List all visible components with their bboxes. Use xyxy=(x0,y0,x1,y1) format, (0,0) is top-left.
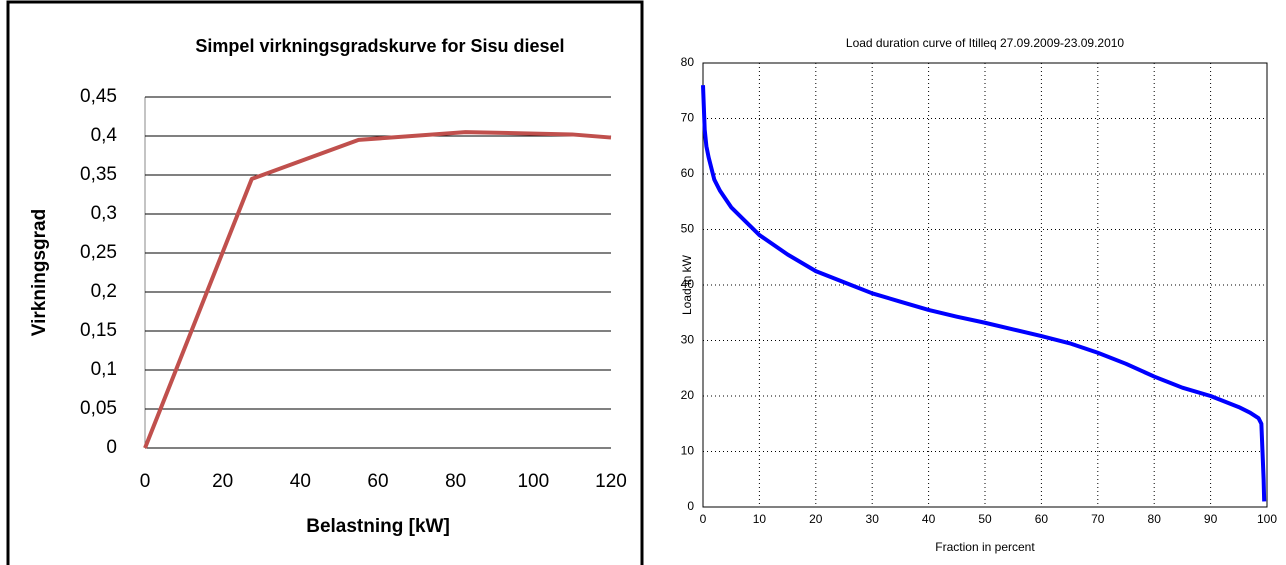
x-tick-label: 80 xyxy=(445,471,466,492)
y-tick-label: 60 xyxy=(681,166,695,180)
x-tick-label: 0 xyxy=(140,471,151,492)
y-tick-label: 0,15 xyxy=(80,320,117,341)
chart-frame xyxy=(6,0,644,565)
x-tick-label: 100 xyxy=(517,471,549,492)
y-axis-label: Load in kW xyxy=(680,254,694,315)
x-axis-label: Belastning [kW] xyxy=(306,516,450,537)
x-tick-label: 60 xyxy=(1035,512,1049,526)
y-tick-label: 70 xyxy=(681,111,695,125)
y-axis-label: Virkningsgrad xyxy=(29,209,50,336)
y-tick-label: 0 xyxy=(106,437,117,458)
y-tick-label: 30 xyxy=(681,333,695,347)
y-tick-label: 0 xyxy=(687,499,694,513)
chart-title: Simpel virkningsgradskurve for Sisu dies… xyxy=(195,36,564,56)
x-tick-label: 60 xyxy=(367,471,388,492)
y-tick-label: 0,35 xyxy=(80,164,117,185)
x-tick-label: 90 xyxy=(1204,512,1218,526)
y-tick-label: 0,2 xyxy=(91,281,117,302)
x-tick-label: 70 xyxy=(1091,512,1105,526)
x-tick-label: 10 xyxy=(753,512,767,526)
y-tick-label: 0,1 xyxy=(91,359,117,380)
y-tick-label: 0,3 xyxy=(91,203,117,224)
x-tick-label: 100 xyxy=(1257,512,1277,526)
y-tick-label: 80 xyxy=(681,55,695,69)
chart-title: Load duration curve of Itilleq 27.09.200… xyxy=(846,36,1125,50)
x-tick-label: 40 xyxy=(290,471,311,492)
y-tick-label: 0,05 xyxy=(80,398,117,419)
x-tick-label: 20 xyxy=(212,471,233,492)
y-tick-label: 10 xyxy=(681,444,695,458)
y-tick-label: 0,4 xyxy=(91,125,118,146)
x-tick-label: 30 xyxy=(866,512,880,526)
y-tick-label: 0,25 xyxy=(80,242,117,263)
x-tick-label: 20 xyxy=(809,512,823,526)
x-tick-label: 50 xyxy=(978,512,992,526)
y-tick-label: 50 xyxy=(681,222,695,236)
x-tick-label: 120 xyxy=(595,471,627,492)
x-tick-label: 0 xyxy=(700,512,707,526)
data-line xyxy=(701,85,1267,502)
y-tick-label: 0,45 xyxy=(80,86,117,107)
y-tick-label: 40 xyxy=(681,277,695,291)
data-line xyxy=(143,130,612,449)
x-tick-label: 40 xyxy=(922,512,936,526)
x-axis-label: Fraction in percent xyxy=(935,540,1035,554)
x-tick-label: 80 xyxy=(1148,512,1162,526)
y-tick-label: 20 xyxy=(681,388,695,402)
